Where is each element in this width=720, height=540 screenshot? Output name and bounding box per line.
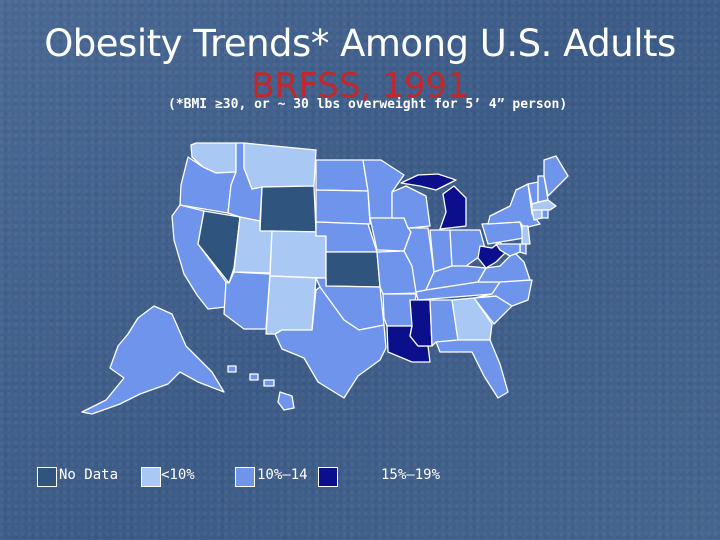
state-TX[interactable]: [274, 286, 387, 399]
page-title: Obesity Trends* Among U.S. Adults: [44, 22, 676, 65]
state-VA[interactable]: [477, 251, 531, 283]
state-NJ[interactable]: [521, 225, 531, 245]
legend-label-10-14: 10%–14: [257, 467, 308, 483]
page-subtitle: BRFSS, 1991: [251, 66, 469, 106]
state-GA[interactable]: [451, 297, 493, 341]
state-IA[interactable]: [369, 217, 412, 252]
state-SD[interactable]: [315, 189, 371, 225]
state-PA[interactable]: [481, 221, 525, 245]
legend-swatch-15-19: [318, 467, 338, 487]
legend-swatch-lt10: [141, 467, 161, 487]
state-HI-oahu[interactable]: [249, 373, 259, 381]
state-FL[interactable]: [435, 339, 509, 399]
state-AZ[interactable]: [223, 271, 271, 330]
legend-label-no-data: No Data: [59, 467, 119, 483]
state-RI[interactable]: [541, 209, 549, 219]
bmi-footnote: (*BMI ≥30, or ~ 30 lbs overweight for 5’…: [168, 97, 568, 112]
state-MT[interactable]: [243, 142, 317, 190]
state-HI-maui[interactable]: [263, 379, 275, 387]
state-CO[interactable]: [269, 230, 327, 279]
state-KS[interactable]: [325, 251, 381, 288]
state-WY[interactable]: [259, 185, 317, 233]
state-HI-kauai[interactable]: [227, 365, 237, 373]
state-MS[interactable]: [409, 299, 433, 347]
state-DE[interactable]: [519, 243, 527, 255]
state-CT[interactable]: [531, 209, 543, 221]
state-NM[interactable]: [265, 275, 317, 335]
state-OH[interactable]: [449, 229, 487, 267]
state-HI[interactable]: [277, 391, 295, 411]
legend-swatch-10-14: [235, 467, 255, 487]
state-MI-UP[interactable]: [400, 173, 457, 191]
state-ME[interactable]: [543, 155, 569, 197]
state-IN[interactable]: [429, 229, 453, 273]
legend-label-15-19: 15%–19%: [381, 467, 441, 483]
legend-swatch-no-data: [37, 467, 57, 487]
state-MA[interactable]: [531, 199, 557, 211]
state-NV[interactable]: [197, 210, 241, 284]
state-ND[interactable]: [315, 159, 369, 192]
state-WI[interactable]: [391, 185, 431, 229]
state-MI[interactable]: [439, 185, 467, 230]
state-AK[interactable]: [81, 305, 225, 415]
state-MD[interactable]: [495, 243, 521, 257]
legend-label-lt10: <10%: [161, 467, 195, 483]
